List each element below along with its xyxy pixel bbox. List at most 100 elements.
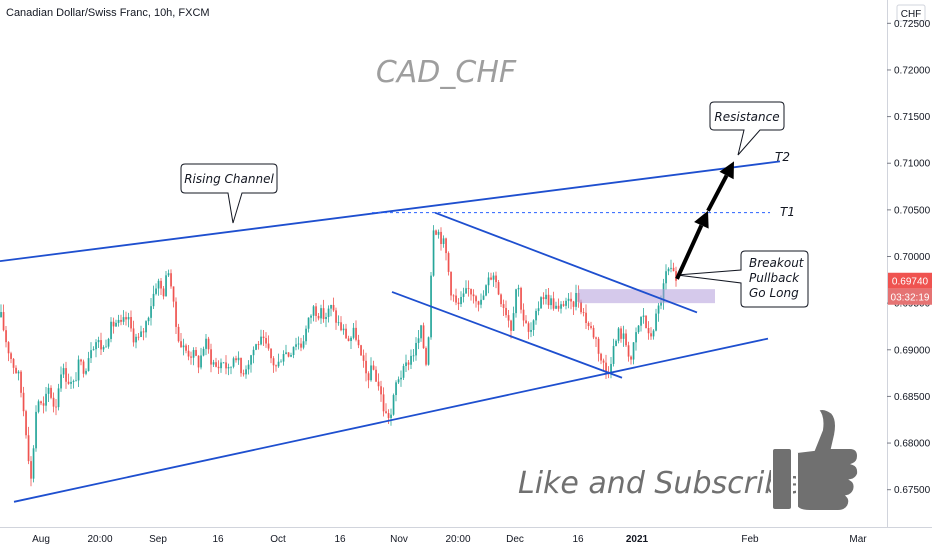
candle-body	[595, 337, 597, 339]
candle-body	[75, 380, 77, 382]
candle-body	[390, 414, 392, 419]
candle-body	[457, 302, 460, 305]
candle-body	[670, 267, 672, 269]
candle-body	[97, 340, 100, 343]
candle-body	[165, 275, 167, 297]
candle-body	[667, 268, 670, 272]
candle-body	[325, 316, 327, 319]
candle-body	[400, 377, 402, 380]
candle-body	[150, 306, 152, 318]
candle-body	[665, 271, 667, 284]
candle-body	[557, 305, 560, 309]
candle-body	[25, 411, 27, 436]
candle-body	[260, 336, 262, 345]
candle-body	[402, 366, 405, 378]
candle-body	[190, 356, 192, 358]
breakout-label: Breakout	[749, 256, 805, 270]
candles-layer	[0, 225, 677, 487]
candle-body	[570, 298, 572, 302]
candle-body	[632, 342, 635, 360]
candle-body	[527, 323, 530, 332]
price-axis[interactable]: CHF 0.72500 0.72000 0.71500 0.71000 0.70500 0…	[887, 4, 932, 496]
candle-body	[467, 288, 470, 290]
candle-body	[537, 308, 540, 311]
candle-body	[382, 394, 385, 412]
candle-body	[345, 328, 347, 339]
candle-body	[245, 369, 247, 375]
candle-body	[480, 299, 482, 305]
time-axis[interactable]: Aug 20:00 Sep 16 Oct 16 Nov 20:00 Dec 16…	[32, 534, 867, 545]
trendline-wedge_upper[interactable]	[434, 211, 698, 314]
price-tick-label: 0.68500	[894, 392, 931, 403]
candle-body	[285, 352, 287, 354]
candle-body	[377, 381, 380, 387]
candle-body	[267, 343, 270, 349]
rising-channel-callout[interactable]: Rising Channel	[180, 163, 278, 224]
candle-body	[85, 370, 87, 374]
candle-body	[137, 336, 140, 338]
candle-body	[152, 293, 155, 307]
candle-body	[395, 382, 397, 396]
candle-body	[0, 312, 2, 318]
candle-body	[187, 350, 190, 357]
candle-body	[630, 356, 632, 360]
candle-body	[70, 381, 72, 384]
candle-body	[597, 338, 600, 354]
candle-body	[567, 298, 570, 301]
candle-body	[612, 345, 615, 364]
candle-body	[465, 288, 467, 294]
trendline-channel_lower[interactable]	[13, 337, 769, 503]
candle-body	[127, 317, 130, 320]
candle-body	[445, 238, 447, 254]
candle-body	[622, 333, 625, 339]
candle-body	[145, 321, 147, 333]
candle-body	[32, 448, 35, 479]
candle-body	[637, 325, 640, 333]
candle-body	[192, 350, 195, 358]
target-t2-label: T2	[775, 150, 790, 164]
candle-body	[660, 302, 662, 306]
candle-body	[62, 368, 65, 375]
candle-body	[505, 307, 507, 316]
candle-body	[122, 317, 125, 322]
candle-body	[287, 352, 290, 357]
candle-body	[217, 366, 220, 369]
call-to-action: Like and Subscribe!	[518, 466, 814, 501]
candle-body	[17, 371, 20, 374]
trendlines-layer	[0, 160, 781, 503]
symbol-watermark: CAD_CHF	[376, 55, 517, 90]
callout-box	[676, 250, 809, 308]
trendline-channel_upper[interactable]	[0, 160, 781, 263]
candle-body	[617, 328, 620, 341]
candle-body	[365, 360, 367, 374]
candle-body	[225, 362, 227, 369]
candle-body	[317, 315, 320, 319]
price-tick-label: 0.71000	[894, 159, 931, 170]
candle-body	[12, 358, 15, 368]
candle-body	[522, 309, 525, 321]
candle-body	[412, 355, 415, 357]
candle-body	[355, 327, 357, 340]
candle-body	[115, 322, 117, 327]
candle-body	[95, 342, 97, 350]
trendline-wedge_lower[interactable]	[391, 291, 623, 379]
candle-body	[432, 230, 435, 276]
time-label: 20:00	[445, 534, 470, 545]
candle-body	[572, 301, 575, 307]
candle-body	[380, 386, 382, 395]
candle-body	[232, 358, 235, 367]
candle-body	[530, 329, 532, 332]
resistance-callout[interactable]: Resistance	[709, 101, 785, 156]
breakout-callout[interactable]: Breakout Pullback Go Long	[676, 250, 809, 308]
projection-arrow-shaft	[675, 224, 704, 280]
candle-body	[305, 328, 307, 342]
candle-body	[552, 298, 555, 309]
candle-body	[10, 353, 12, 359]
currency-box	[896, 4, 926, 22]
candle-body	[110, 321, 112, 339]
candle-body	[340, 322, 342, 331]
candle-body	[322, 308, 325, 319]
candle-body	[20, 371, 22, 393]
